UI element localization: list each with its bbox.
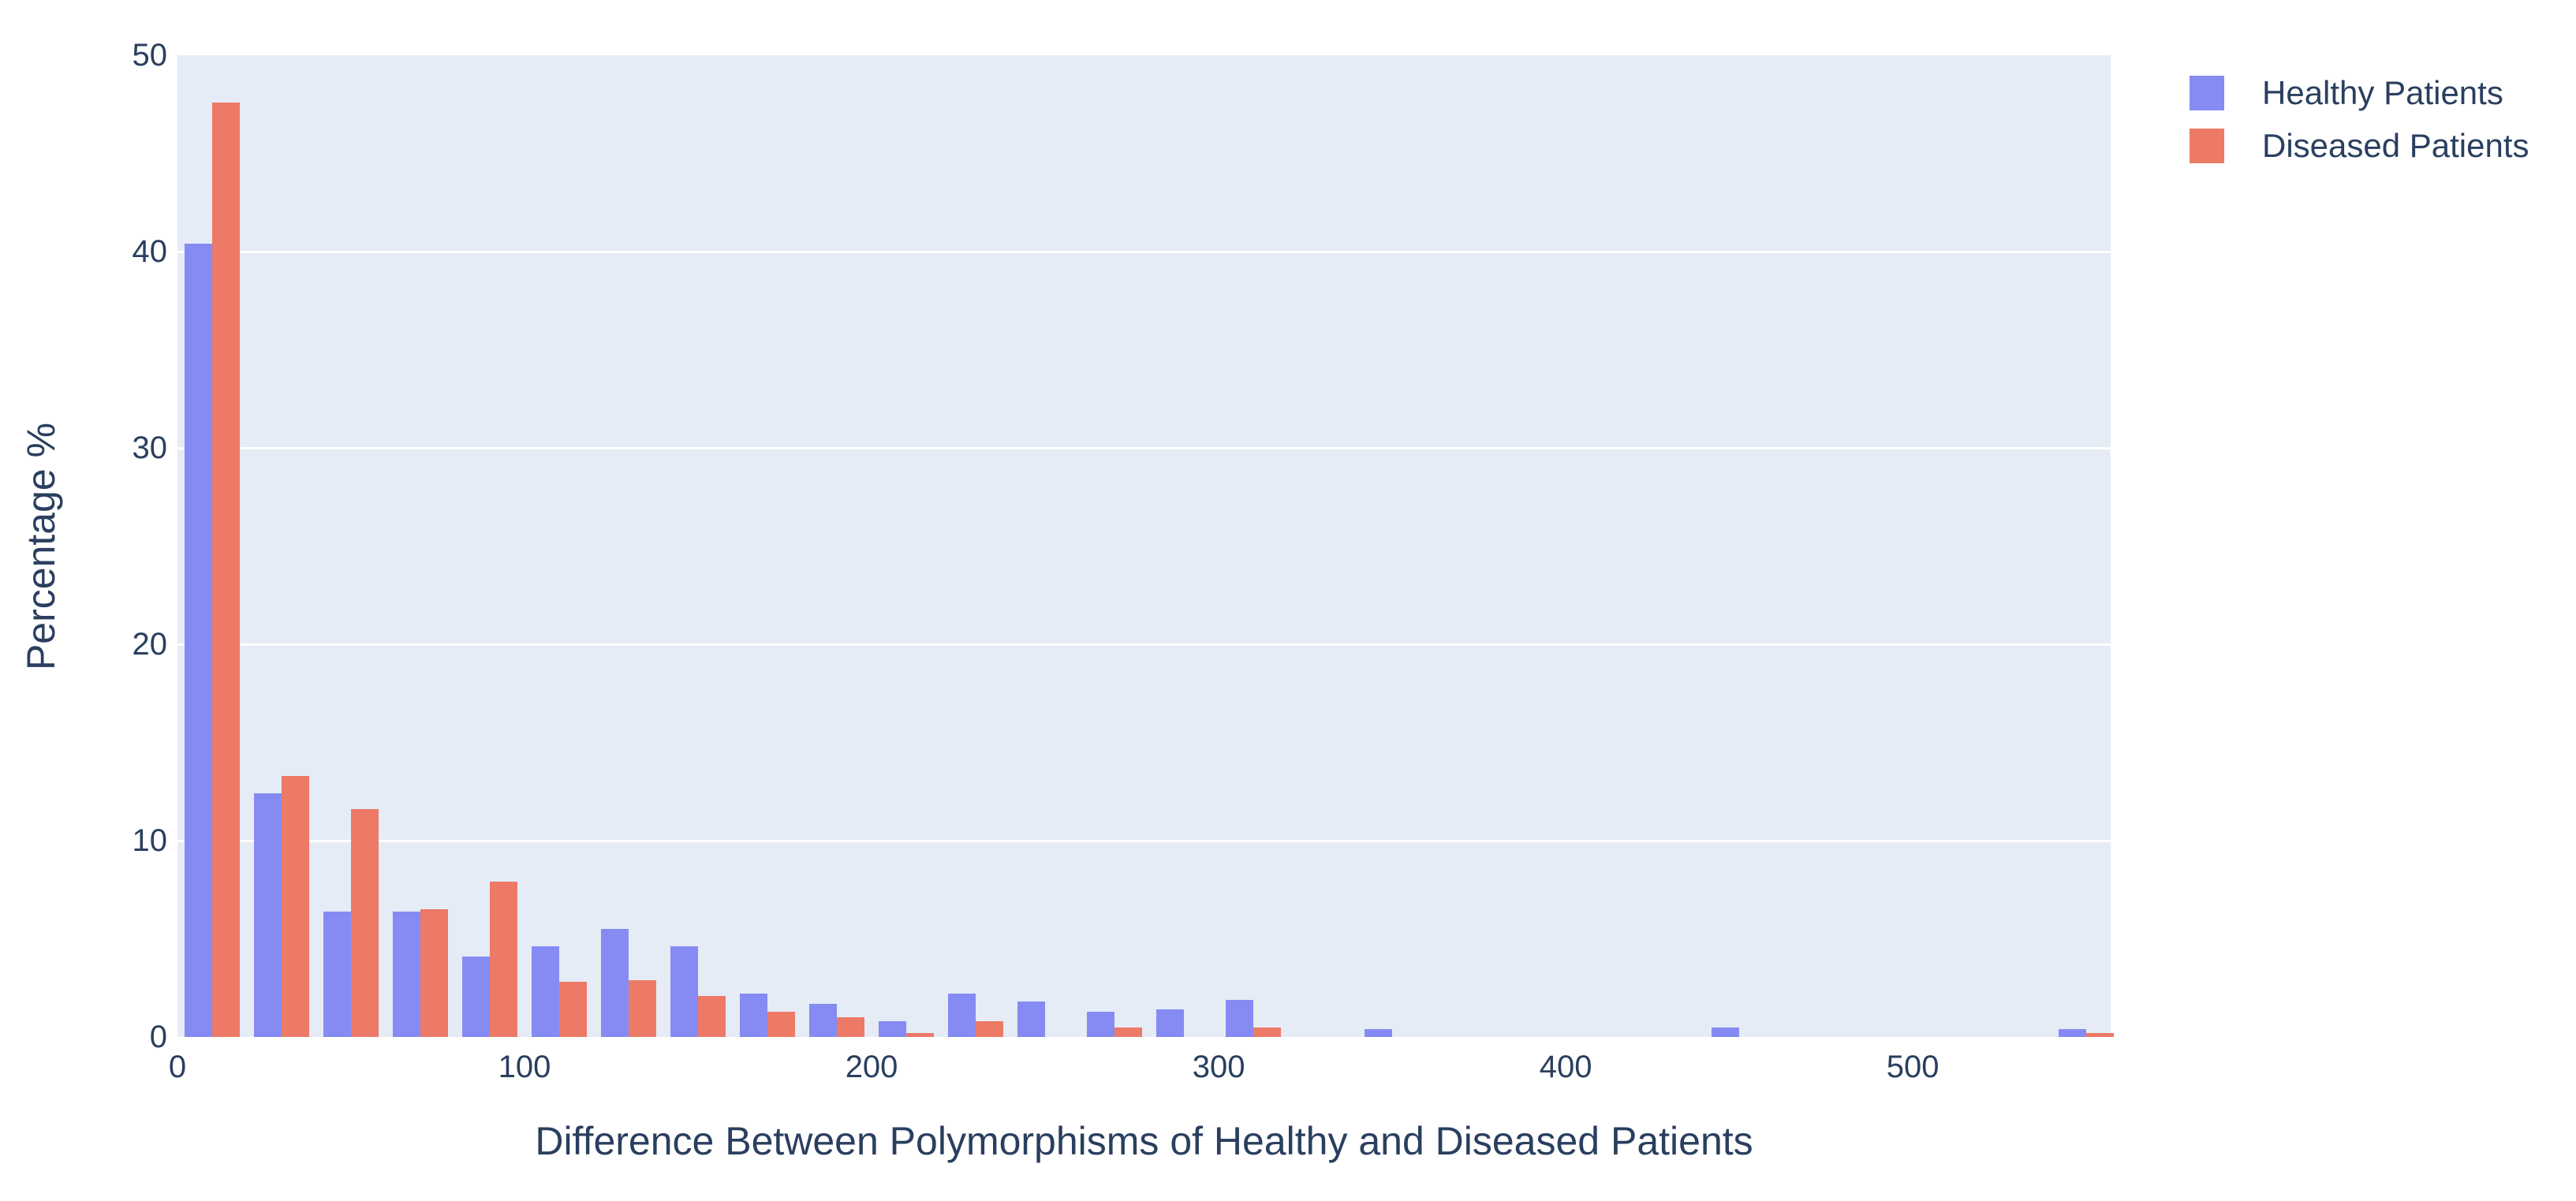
bar-diseased-540	[2086, 1033, 2115, 1037]
legend-label: Diseased Patients	[2262, 127, 2529, 164]
y-axis-title: Percentage %	[19, 422, 63, 670]
bar-diseased-40	[351, 809, 379, 1037]
legend-item-diseased[interactable]: Diseased Patients	[2190, 129, 2529, 163]
gridline-y-10	[177, 839, 2111, 842]
bar-diseased-0	[212, 102, 241, 1037]
bar-healthy-260	[1086, 1011, 1115, 1037]
bar-healthy-120	[600, 929, 629, 1037]
bar-healthy-180	[808, 1003, 838, 1037]
gridline-y-40	[177, 250, 2111, 253]
bar-healthy-20	[253, 793, 282, 1037]
plot-area[interactable]	[177, 55, 2115, 1037]
bar-healthy-160	[739, 994, 768, 1037]
y-tick-label-10: 10	[132, 823, 168, 858]
bar-diseased-200	[906, 1033, 935, 1037]
legend-swatch-diseased-icon	[2190, 129, 2224, 163]
bar-diseased-20	[282, 775, 310, 1037]
bar-diseased-180	[837, 1017, 865, 1037]
bar-healthy-280	[1155, 1009, 1185, 1037]
bar-healthy-540	[2058, 1029, 2087, 1037]
gridline-y-20	[177, 643, 2111, 646]
bar-healthy-0	[184, 244, 212, 1037]
bar-diseased-260	[1114, 1027, 1143, 1037]
bar-diseased-160	[767, 1011, 796, 1037]
y-tick-label-0: 0	[149, 1020, 167, 1054]
x-axis-title: Difference Between Polymorphisms of Heal…	[535, 1119, 1753, 1163]
x-tick-label-300: 300	[1192, 1050, 1245, 1084]
y-tick-label-40: 40	[132, 234, 168, 269]
bar-healthy-440	[1711, 1027, 1740, 1037]
bar-healthy-200	[878, 1021, 907, 1037]
bar-healthy-60	[392, 911, 420, 1037]
bar-healthy-100	[531, 946, 560, 1037]
bar-healthy-220	[947, 994, 976, 1037]
y-tick-label-20: 20	[132, 627, 168, 662]
x-tick-label-100: 100	[498, 1050, 551, 1084]
bar-healthy-80	[461, 956, 491, 1037]
bar-healthy-240	[1017, 1001, 1046, 1037]
x-tick-label-400: 400	[1539, 1050, 1592, 1084]
bar-diseased-60	[420, 909, 449, 1037]
bar-healthy-340	[1364, 1029, 1393, 1037]
bar-healthy-140	[670, 946, 699, 1037]
bar-healthy-40	[323, 911, 351, 1037]
gridline-y-30	[177, 446, 2111, 449]
legend-label: Healthy Patients	[2262, 74, 2503, 111]
bar-diseased-100	[559, 982, 588, 1037]
x-tick-label-0: 0	[168, 1050, 187, 1084]
y-tick-label-50: 50	[132, 38, 168, 73]
x-tick-label-500: 500	[1886, 1050, 1939, 1084]
bar-diseased-300	[1253, 1027, 1282, 1037]
bar-diseased-220	[976, 1021, 1004, 1037]
legend-item-healthy[interactable]: Healthy Patients	[2190, 76, 2529, 110]
legend: Healthy Patients Diseased Patients	[2190, 76, 2529, 181]
x-tick-label-200: 200	[845, 1050, 898, 1084]
bar-diseased-140	[698, 995, 726, 1037]
bar-diseased-120	[629, 979, 657, 1037]
legend-swatch-healthy-icon	[2190, 76, 2224, 110]
bar-diseased-80	[490, 882, 518, 1037]
bar-healthy-300	[1225, 999, 1254, 1037]
y-tick-label-30: 30	[132, 431, 168, 465]
